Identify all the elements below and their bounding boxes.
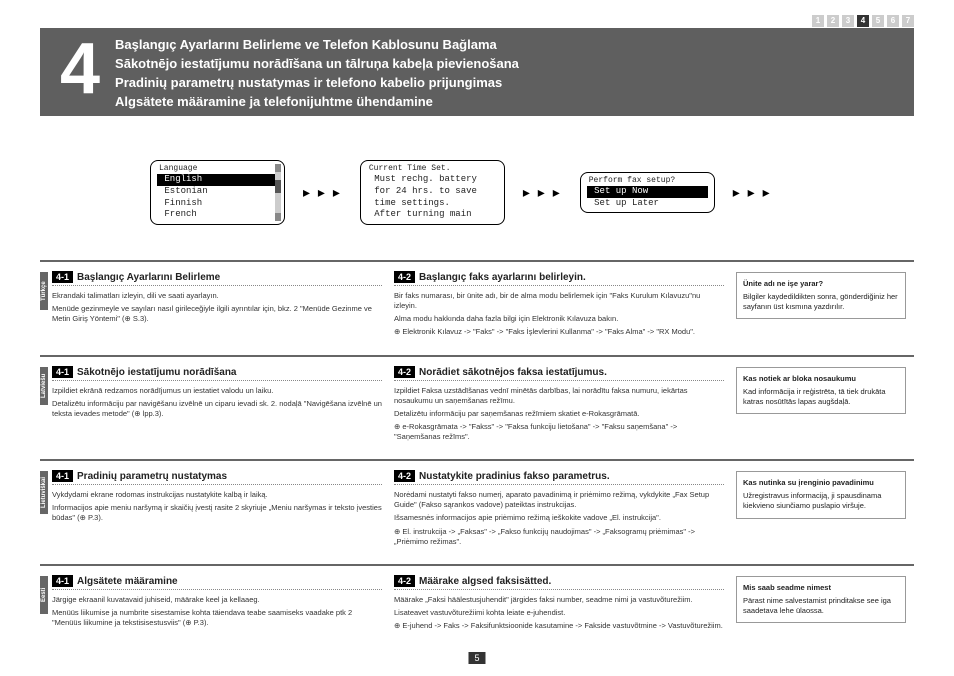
box-body: Užregistravus informaciją, ji spausdinam… bbox=[743, 491, 899, 511]
page-number: 5 bbox=[468, 652, 485, 664]
lang-block: Lietuviškai 4-1Pradinių parametrų nustaty… bbox=[40, 459, 914, 564]
lcd-time: Current Time Set. Must rechg. battery fo… bbox=[360, 160, 505, 225]
info-box: Kas notiek ar bloka nosaukumu Kad informā… bbox=[736, 367, 906, 414]
info-box: Kas nutinka su įrenginio pavadinimu Užreg… bbox=[736, 471, 906, 518]
section-body: Vykdydami ekrane rodomas instrukcijas nu… bbox=[52, 490, 382, 523]
section-badge: 4-2 bbox=[394, 366, 415, 378]
dots-icon: ▸ ▸ ▸ bbox=[523, 184, 562, 201]
section-badge: 4-1 bbox=[52, 470, 73, 482]
lang-tab: Türkçe bbox=[40, 272, 48, 310]
header-line: Pradinių parametrų nustatymas ir telefon… bbox=[115, 74, 519, 93]
lcd-language: Language English Estonian Finnish French bbox=[150, 160, 285, 225]
lcd-item: English bbox=[157, 174, 278, 186]
section-title: 4-1Başlangıç Ayarlarını Belirleme bbox=[52, 272, 382, 286]
lcd-item: Estonian bbox=[157, 186, 278, 198]
lcd-item: Set up Now bbox=[587, 186, 708, 198]
box-body: Pärast nime salvestamist prinditakse see… bbox=[743, 596, 899, 616]
section-number: 4 bbox=[40, 28, 110, 116]
info-box: Ünite adı ne işe yarar? Bilgiler kaydedil… bbox=[736, 272, 906, 319]
section-body: Izpildiet ekrānā redzamos norādījumus un… bbox=[52, 386, 382, 419]
header-line: Başlangıç Ayarlarını Belirleme ve Telefo… bbox=[115, 36, 519, 55]
dots-icon: ▸ ▸ ▸ bbox=[303, 184, 342, 201]
section-body: Bir faks numarası, bir ünite adı, bir de… bbox=[394, 291, 724, 338]
header-band: 4 Başlangıç Ayarlarını Belirleme ve Tele… bbox=[40, 28, 914, 116]
box-title: Kas notiek ar bloka nosaukumu bbox=[743, 374, 899, 384]
lcd-item: Finnish bbox=[157, 198, 278, 210]
section-body: Norėdami nustatyti fakso numerį, aparato… bbox=[394, 490, 724, 547]
section-body: Järgige ekraanil kuvatavaid juhiseid, mä… bbox=[52, 595, 382, 628]
lang-block: Türkçe 4-1Başlangıç Ayarlarını Belirleme E… bbox=[40, 260, 914, 355]
box-title: Ünite adı ne işe yarar? bbox=[743, 279, 899, 289]
content-area: Türkçe 4-1Başlangıç Ayarlarını Belirleme E… bbox=[40, 260, 914, 648]
page-tabs: 1234567 bbox=[812, 15, 914, 27]
lang-block: Latviešu 4-1Sākotnējo iestatījumu norādīš… bbox=[40, 355, 914, 460]
page-tab: 5 bbox=[872, 15, 884, 27]
section-title: 4-2Başlangıç faks ayarlarını belirleyin. bbox=[394, 272, 724, 286]
lang-block: Eesti 4-1Algsätete määramine Järgige ekraa… bbox=[40, 564, 914, 648]
box-body: Kad informācija ir reģistrēta, tā tiek d… bbox=[743, 387, 899, 407]
lcd-item: French bbox=[157, 209, 278, 221]
info-box: Mis saab seadme nimest Pärast nime salves… bbox=[736, 576, 906, 623]
box-title: Mis saab seadme nimest bbox=[743, 583, 899, 593]
lang-tab: Eesti bbox=[40, 576, 48, 614]
header-titles: Başlangıç Ayarlarını Belirleme ve Telefo… bbox=[110, 28, 519, 116]
header-line: Sākotnējo iestatījumu norādīšana un tālr… bbox=[115, 55, 519, 74]
lcd-item: Set up Later bbox=[587, 198, 708, 210]
lcd-line: time settings. bbox=[367, 198, 498, 210]
section-body: Ekrandaki talimatları izleyin, dili ve s… bbox=[52, 291, 382, 324]
lcd-fax-setup: Perform fax setup? Set up Now Set up Lat… bbox=[580, 172, 715, 214]
page-tab: 1 bbox=[812, 15, 824, 27]
header-line: Algsätete määramine ja telefonijuhtme üh… bbox=[115, 93, 519, 112]
section-title: 4-1Sākotnējo iestatījumu norādīšana bbox=[52, 367, 382, 381]
section-title: 4-2Määrake algsed faksisätted. bbox=[394, 576, 724, 590]
page-tab: 7 bbox=[902, 15, 914, 27]
page-tab: 2 bbox=[827, 15, 839, 27]
section-title: 4-2Nustatykite pradinius fakso parametru… bbox=[394, 471, 724, 485]
section-badge: 4-1 bbox=[52, 271, 73, 283]
lang-tab: Lietuviškai bbox=[40, 471, 48, 514]
page-tab: 3 bbox=[842, 15, 854, 27]
lang-tab: Latviešu bbox=[40, 367, 48, 405]
page-tab: 4 bbox=[857, 15, 869, 27]
section-title: 4-1Pradinių parametrų nustatymas bbox=[52, 471, 382, 485]
dots-icon: ▸ ▸ ▸ bbox=[733, 184, 772, 201]
box-body: Bilgiler kaydedildikten sonra, gönderdiğ… bbox=[743, 292, 899, 312]
section-badge: 4-2 bbox=[394, 271, 415, 283]
section-badge: 4-1 bbox=[52, 575, 73, 587]
section-body: Määrake „Faksi häälestusjuhendit" järgid… bbox=[394, 595, 724, 631]
box-title: Kas nutinka su įrenginio pavadinimu bbox=[743, 478, 899, 488]
lcd-line: for 24 hrs. to save bbox=[367, 186, 498, 198]
page-tab: 6 bbox=[887, 15, 899, 27]
section-badge: 4-2 bbox=[394, 470, 415, 482]
section-badge: 4-1 bbox=[52, 366, 73, 378]
section-body: Izpildiet Faksa uzstādīšanas vednī minēt… bbox=[394, 386, 724, 443]
lcd-line: After turning main bbox=[367, 209, 498, 221]
section-title: 4-1Algsätete määramine bbox=[52, 576, 382, 590]
lcd-line: Must rechg. battery bbox=[367, 174, 498, 186]
scrollbar bbox=[275, 164, 281, 221]
lcd-row: Language English Estonian Finnish French… bbox=[150, 160, 772, 225]
section-title: 4-2Norādiet sākotnējos faksa iestatījumu… bbox=[394, 367, 724, 381]
section-badge: 4-2 bbox=[394, 575, 415, 587]
